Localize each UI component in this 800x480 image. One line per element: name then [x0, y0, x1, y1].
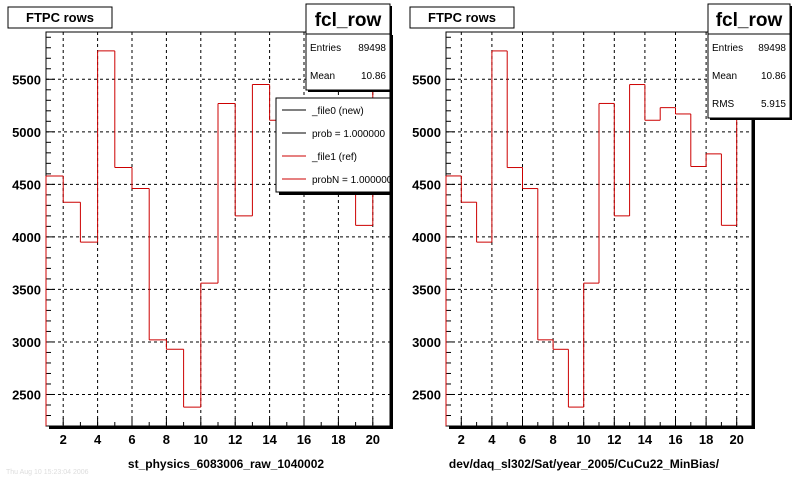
x-tick-label: 6: [128, 432, 135, 447]
y-tick-label: 5000: [12, 125, 41, 140]
y-tick-label: 5500: [412, 72, 441, 87]
stats-label: Entries: [310, 43, 341, 54]
y-tick-label: 4500: [12, 177, 41, 192]
y-tick-label: 5000: [412, 125, 441, 140]
x-axis-label: dev/daq_sl302/Sat/year_2005/CuCu22_MinBi…: [449, 457, 720, 471]
x-tick-label: 10: [194, 432, 208, 447]
stats-label: Mean: [310, 71, 335, 82]
x-tick-label: 6: [519, 432, 526, 447]
x-tick-label: 16: [668, 432, 682, 447]
y-tick-label: 4000: [412, 230, 441, 245]
x-tick-label: 4: [488, 432, 496, 447]
x-tick-label: 12: [607, 432, 621, 447]
x-tick-label: 10: [576, 432, 590, 447]
x-tick-label: 20: [729, 432, 743, 447]
title-box: [409, 6, 515, 29]
legend-label: prob = 1.000000: [312, 129, 386, 140]
x-tick-label: 14: [262, 432, 277, 447]
stats-name: fcl_row: [716, 10, 783, 31]
stats-name: fcl_row: [315, 10, 382, 31]
x-tick-label: 2: [458, 432, 465, 447]
y-tick-label: 5500: [12, 72, 41, 87]
stats-label: RMS: [712, 99, 735, 110]
stats-value: 10.86: [361, 71, 386, 82]
y-tick-label: 3000: [12, 335, 41, 350]
stats-label: Mean: [712, 71, 737, 82]
x-tick-label: 2: [60, 432, 67, 447]
stats-box: [305, 3, 391, 91]
x-tick-label: 20: [366, 432, 380, 447]
y-tick-label: 2500: [412, 387, 441, 402]
legend-box: [275, 97, 391, 193]
stats-value: 89498: [758, 43, 786, 54]
y-tick-label: 4000: [12, 230, 41, 245]
stats-box: [707, 3, 791, 119]
x-tick-label: 12: [228, 432, 242, 447]
stats-value: 10.86: [761, 71, 786, 82]
footer-note: Thu Aug 10 15:23:04 2006: [6, 469, 89, 476]
legend-label: _file1 (ref): [311, 152, 357, 163]
stats-label: Entries: [712, 43, 743, 54]
legend-label: probN = 1.000000: [312, 175, 393, 186]
y-tick-label: 3000: [412, 335, 441, 350]
left-histogram-panel: 2 4 6 8 10 12 14 16 18 20 2500 3000 3500 4000 4500 5000…: [7, 3, 393, 471]
stats-value: 5.915: [761, 99, 786, 110]
y-tick-label: 3500: [412, 282, 441, 297]
x-tick-label: 8: [549, 432, 556, 447]
y-tick-label: 3500: [12, 282, 41, 297]
y-tick-label: 4500: [412, 177, 441, 192]
chart-title: FTPC rows: [26, 10, 94, 25]
y-tick-label: 2500: [12, 387, 41, 402]
x-axis-label: st_physics_6083006_raw_1040002: [128, 457, 324, 471]
right-histogram-panel: 2 4 6 8 10 12 14 16 18 20 2500 3000 3500 4000 4500 5000…: [409, 3, 792, 471]
x-tick-label: 16: [297, 432, 311, 447]
x-tick-label: 18: [699, 432, 713, 447]
title-box: [7, 6, 113, 29]
x-tick-label: 4: [94, 432, 102, 447]
legend-label: _file0 (new): [311, 106, 364, 117]
chart-title: FTPC rows: [428, 10, 496, 25]
x-tick-label: 18: [331, 432, 345, 447]
stats-value: 89498: [358, 43, 386, 54]
x-tick-label: 8: [163, 432, 170, 447]
x-tick-label: 14: [638, 432, 653, 447]
